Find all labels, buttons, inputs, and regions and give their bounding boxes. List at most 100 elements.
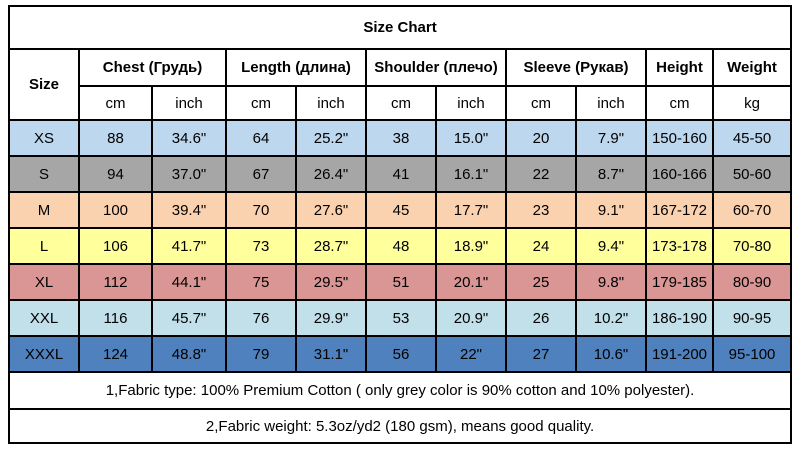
value-cell: 51 <box>365 263 437 301</box>
value-cell: 106 <box>78 227 153 265</box>
value-cell: 88 <box>78 119 153 157</box>
value-cell: 23 <box>505 191 577 229</box>
value-cell: 26 <box>505 299 577 337</box>
value-cell: 10.2" <box>575 299 647 337</box>
value-cell: 8.7" <box>575 155 647 193</box>
size-cell: XXL <box>8 299 80 337</box>
value-cell: 45 <box>365 191 437 229</box>
value-cell: 31.1" <box>295 335 367 373</box>
value-cell: 45-50 <box>711 119 793 157</box>
value-cell: 167-172 <box>645 191 714 229</box>
col-header-weight: Weight <box>711 48 793 87</box>
value-cell: 80-90 <box>711 263 793 301</box>
unit-header-length-inch: inch <box>295 85 367 121</box>
value-cell: 160-166 <box>645 155 714 193</box>
value-cell: 9.8" <box>575 263 647 301</box>
value-cell: 25 <box>505 263 577 301</box>
value-cell: 39.4" <box>151 191 227 229</box>
size-cell: XXXL <box>8 335 80 373</box>
col-header-height: Height <box>645 48 714 87</box>
value-cell: 20.1" <box>435 263 507 301</box>
value-cell: 27 <box>505 335 577 373</box>
note-row: 1,Fabric type: 100% Premium Cotton ( onl… <box>7 371 793 410</box>
fabric-weight-note: 2,Fabric weight: 5.3oz/yd2 (180 gsm), me… <box>7 408 793 444</box>
size-cell: XS <box>8 119 80 157</box>
value-cell: 116 <box>78 299 153 337</box>
value-cell: 90-95 <box>711 299 793 337</box>
value-cell: 76 <box>225 299 297 337</box>
value-cell: 179-185 <box>645 263 714 301</box>
value-cell: 26.4" <box>295 155 367 193</box>
value-cell: 95-100 <box>711 335 793 373</box>
value-cell: 9.4" <box>575 227 647 265</box>
table-row-xxl: XXL 116 45.7" 76 29.9" 53 20.9" 26 10.2"… <box>8 299 793 337</box>
unit-header-height-cm: cm <box>645 85 714 121</box>
table-row-l: L 106 41.7" 73 28.7" 48 18.9" 24 9.4" 17… <box>8 227 793 265</box>
value-cell: 124 <box>78 335 153 373</box>
value-cell: 48 <box>365 227 437 265</box>
col-header-chest: Chest (Грудь) <box>78 48 227 87</box>
value-cell: 100 <box>78 191 153 229</box>
unit-header-shoulder-cm: cm <box>365 85 437 121</box>
value-cell: 34.6" <box>151 119 227 157</box>
note-row: 2,Fabric weight: 5.3oz/yd2 (180 gsm), me… <box>7 408 793 444</box>
col-header-size: Size <box>8 48 80 121</box>
table-row-s: S 94 37.0" 67 26.4" 41 16.1" 22 8.7" 160… <box>8 155 793 193</box>
value-cell: 112 <box>78 263 153 301</box>
value-cell: 60-70 <box>711 191 793 229</box>
unit-header-sleeve-inch: inch <box>575 85 647 121</box>
unit-header-weight-kg: kg <box>711 85 793 121</box>
size-cell: S <box>8 155 80 193</box>
unit-header-sleeve-cm: cm <box>505 85 577 121</box>
value-cell: 17.7" <box>435 191 507 229</box>
value-cell: 150-160 <box>645 119 714 157</box>
unit-header-chest-inch: inch <box>151 85 227 121</box>
value-cell: 94 <box>78 155 153 193</box>
value-cell: 53 <box>365 299 437 337</box>
value-cell: 173-178 <box>645 227 714 265</box>
value-cell: 44.1" <box>151 263 227 301</box>
value-cell: 24 <box>505 227 577 265</box>
value-cell: 56 <box>365 335 437 373</box>
value-cell: 38 <box>365 119 437 157</box>
col-header-shoulder: Shoulder (плечо) <box>365 48 507 87</box>
value-cell: 25.2" <box>295 119 367 157</box>
value-cell: 45.7" <box>151 299 227 337</box>
value-cell: 28.7" <box>295 227 367 265</box>
value-cell: 48.8" <box>151 335 227 373</box>
unit-header-chest-cm: cm <box>78 85 153 121</box>
value-cell: 15.0" <box>435 119 507 157</box>
size-cell: M <box>8 191 80 229</box>
value-cell: 79 <box>225 335 297 373</box>
value-cell: 29.9" <box>295 299 367 337</box>
value-cell: 73 <box>225 227 297 265</box>
value-cell: 16.1" <box>435 155 507 193</box>
table-row-m: M 100 39.4" 70 27.6" 45 17.7" 23 9.1" 16… <box>8 191 793 229</box>
col-header-sleeve: Sleeve (Рукав) <box>505 48 647 87</box>
value-cell: 9.1" <box>575 191 647 229</box>
value-cell: 20.9" <box>435 299 507 337</box>
value-cell: 50-60 <box>711 155 793 193</box>
title-row: Size Chart <box>7 5 793 50</box>
unit-header-shoulder-inch: inch <box>435 85 507 121</box>
size-cell: L <box>8 227 80 265</box>
value-cell: 20 <box>505 119 577 157</box>
value-cell: 41.7" <box>151 227 227 265</box>
value-cell: 75 <box>225 263 297 301</box>
size-chart-table: Size Chart Size Chest (Грудь) Length (дл… <box>7 5 793 444</box>
fabric-type-note: 1,Fabric type: 100% Premium Cotton ( onl… <box>7 371 793 410</box>
header-row-units: cm inch cm inch cm inch cm inch cm kg <box>9 85 793 121</box>
unit-header-length-cm: cm <box>225 85 297 121</box>
value-cell: 64 <box>225 119 297 157</box>
value-cell: 10.6" <box>575 335 647 373</box>
page-title: Size Chart <box>7 5 793 50</box>
col-header-length: Length (длина) <box>225 48 367 87</box>
value-cell: 7.9" <box>575 119 647 157</box>
value-cell: 22 <box>505 155 577 193</box>
value-cell: 70 <box>225 191 297 229</box>
value-cell: 29.5" <box>295 263 367 301</box>
size-cell: XL <box>8 263 80 301</box>
value-cell: 70-80 <box>711 227 793 265</box>
table-row-xl: XL 112 44.1" 75 29.5" 51 20.1" 25 9.8" 1… <box>8 263 793 301</box>
